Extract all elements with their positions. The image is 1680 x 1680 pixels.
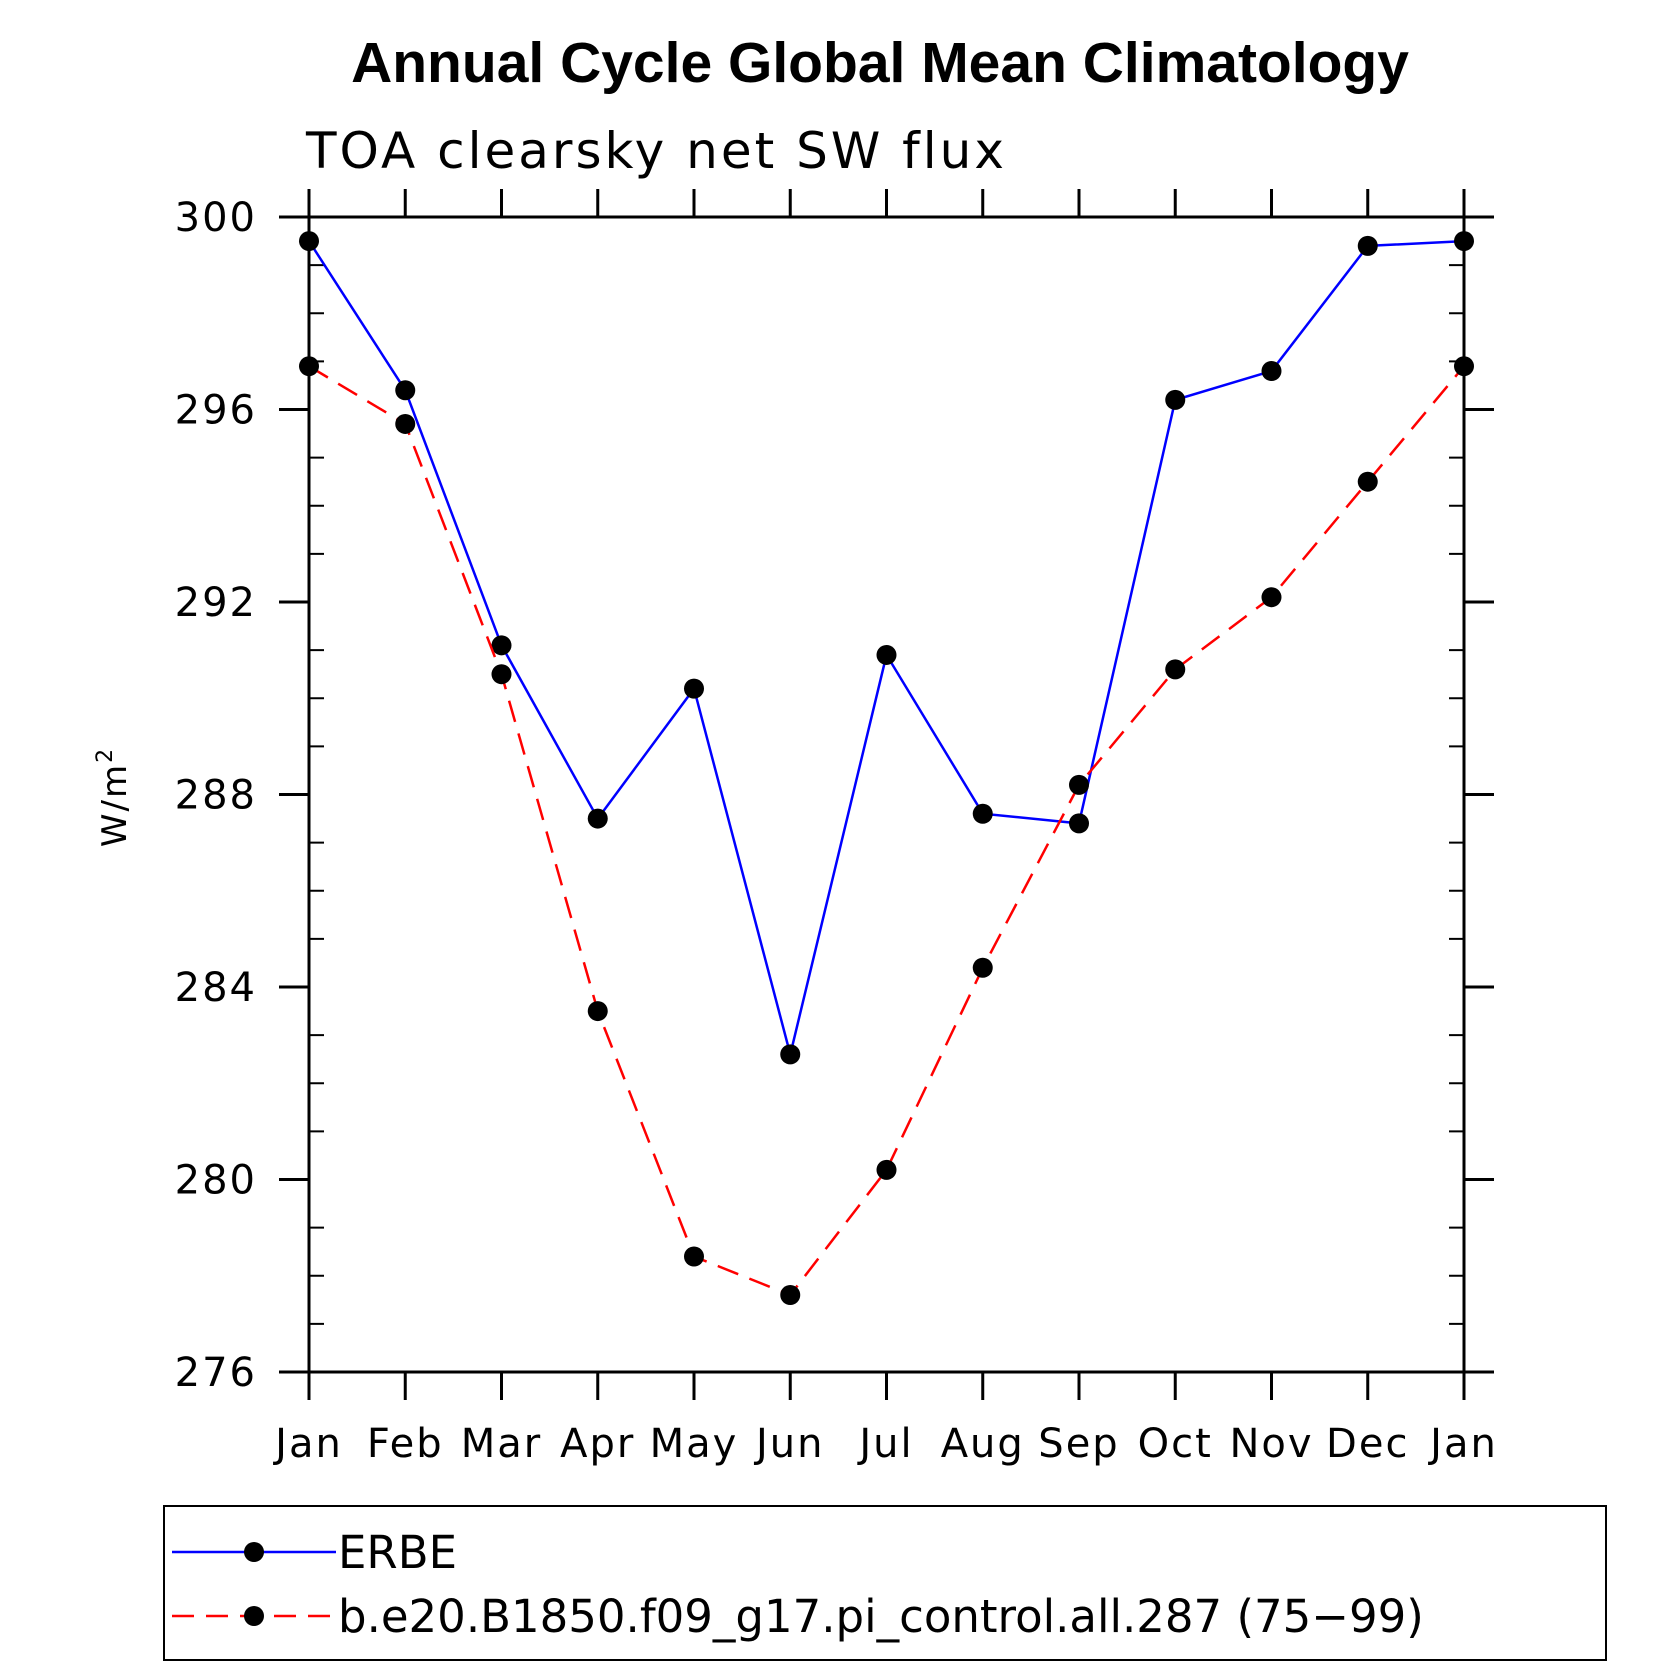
y-tick-label: 288: [175, 773, 257, 819]
x-tick-label: Feb: [367, 1421, 444, 1467]
data-point: [1165, 659, 1186, 680]
y-tick-label: 292: [175, 580, 257, 626]
axis-ticks: [279, 189, 1494, 1400]
legend: ERBE b.e20.B1850.f09_g17.pi_control.all.2…: [163, 1505, 1607, 1661]
chart-title: Annual Cycle Global Mean Climatology: [351, 31, 1409, 95]
legend-marker: [244, 1606, 264, 1626]
y-tick-label: 296: [175, 388, 257, 434]
svg-text:W/m2: W/m2: [93, 747, 135, 847]
legend-entry: b.e20.B1850.f09_g17.pi_control.all.287 (…: [172, 1590, 1424, 1643]
x-tick-label: Aug: [941, 1421, 1025, 1467]
x-tick-label: Jul: [856, 1421, 913, 1467]
data-point: [1261, 587, 1282, 608]
x-tick-label: May: [650, 1421, 739, 1467]
legend-label: b.e20.B1850.f09_g17.pi_control.all.287 (…: [338, 1590, 1424, 1643]
x-tick-label: Nov: [1229, 1421, 1313, 1467]
x-tick-label: Sep: [1038, 1421, 1119, 1467]
data-point: [1165, 389, 1186, 410]
data-point: [587, 808, 608, 829]
data-point: [1261, 361, 1282, 381]
data-point: [876, 644, 897, 665]
x-tick-label: Jan: [1427, 1421, 1498, 1467]
data-point: [780, 1285, 801, 1305]
data-point: [684, 1246, 704, 1267]
series-1: [299, 231, 1474, 1065]
data-point: [587, 1001, 608, 1022]
y-axis-label-text: W/m: [95, 763, 135, 847]
axis-tick-labels: Jan Feb Mar Apr May Jun Jul Aug Sep Oct Nov Dec Jan 2…: [175, 195, 1498, 1467]
data-point: [491, 635, 512, 656]
chart-subtitle: TOA clearsky net SW flux: [305, 122, 1007, 180]
y-tick-label: 280: [175, 1158, 257, 1204]
y-axis-label: W/m2: [93, 747, 135, 847]
y-axis-label-superscript: 2: [93, 747, 118, 763]
x-tick-label: Dec: [1326, 1421, 1409, 1467]
data-point: [780, 1044, 801, 1065]
x-tick-label: Apr: [560, 1421, 635, 1467]
data-point: [491, 664, 512, 685]
data-point: [395, 413, 416, 434]
data-point: [684, 678, 704, 699]
data-point: [1069, 813, 1089, 834]
y-tick-label: 276: [175, 1350, 257, 1396]
x-tick-label: Jan: [272, 1421, 343, 1467]
data-point: [972, 803, 993, 824]
data-point: [1069, 774, 1089, 795]
data-point: [1357, 471, 1378, 492]
legend-entry: ERBE: [172, 1526, 457, 1579]
y-tick-label: 300: [175, 195, 257, 241]
x-tick-label: Mar: [461, 1421, 542, 1467]
plot-frame: [307, 215, 1466, 1374]
series-2: [299, 356, 1474, 1305]
legend-box: [163, 1505, 1607, 1661]
data-point: [972, 957, 993, 978]
data-point: [876, 1159, 897, 1180]
plot-series: [299, 231, 1474, 1305]
x-tick-label: Jun: [753, 1421, 825, 1467]
data-point: [395, 380, 416, 401]
x-tick-label: Oct: [1138, 1421, 1213, 1467]
y-tick-label: 284: [175, 965, 257, 1011]
legend-marker: [244, 1542, 264, 1562]
data-point: [1357, 235, 1378, 256]
legend-label: ERBE: [338, 1526, 457, 1579]
series-line: [308, 365, 1465, 1297]
